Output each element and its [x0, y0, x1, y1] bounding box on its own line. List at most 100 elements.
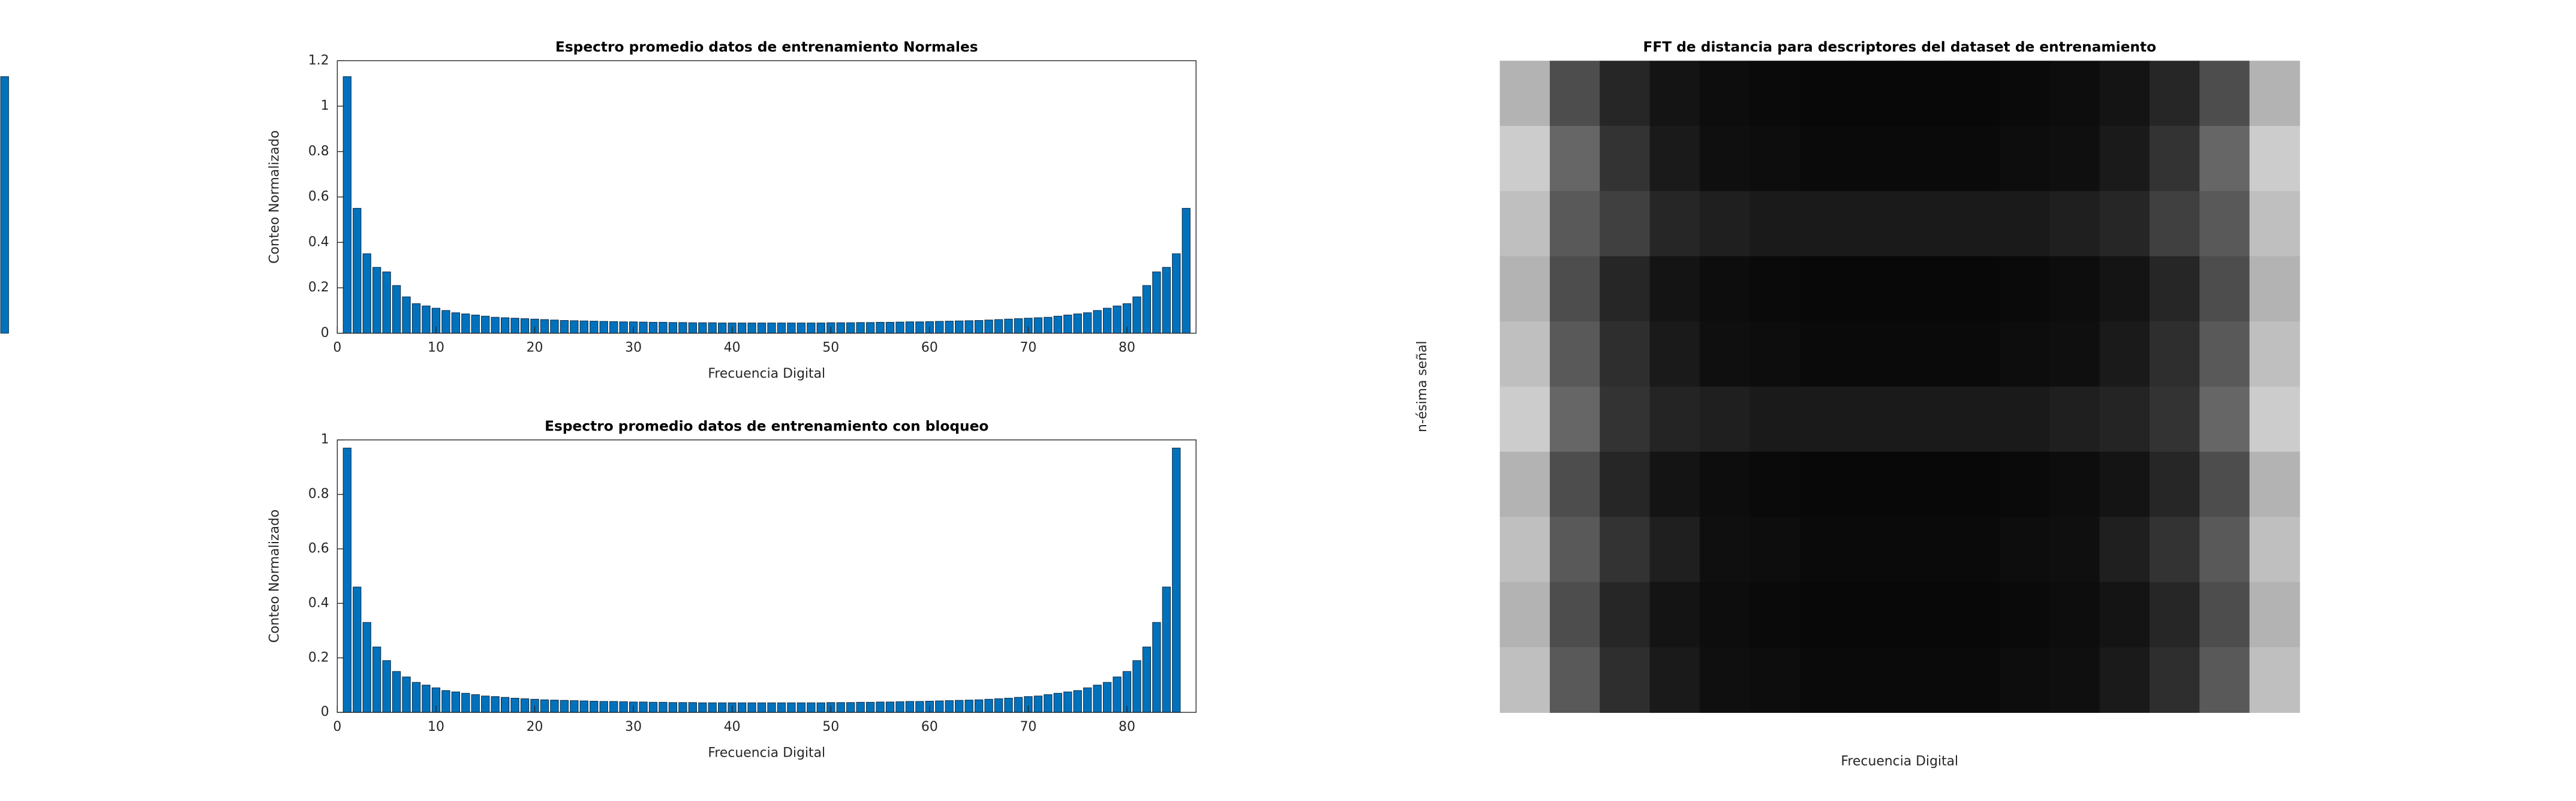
heatmap-cell: [1999, 517, 2051, 583]
bar: [757, 323, 767, 334]
heatmap-cell: [1949, 191, 2000, 257]
heatmap-cell: [1649, 517, 1700, 583]
heatmap-cell: [1799, 61, 1850, 127]
heatmap-cell: [1999, 321, 2051, 387]
bar: [984, 320, 993, 334]
bar: [590, 321, 599, 334]
bar: [1053, 315, 1062, 334]
heatmap-cell: [1949, 451, 2000, 517]
heatmap-cell: [1949, 125, 2000, 192]
heatmap-cell: [1699, 61, 1751, 127]
y-axis-label: Conteo Normalizado: [267, 510, 282, 643]
bar: [520, 318, 530, 334]
heatmap-cell: [1600, 125, 1651, 192]
heatmap-cell: [1799, 647, 1850, 713]
heatmap-cell: [2149, 61, 2201, 127]
bar: [441, 690, 450, 713]
heatmap-cell: [1549, 647, 1601, 713]
x-tick-label: 70: [1020, 719, 1036, 734]
heatmap-cell: [2199, 125, 2250, 192]
heatmap-cell: [1999, 61, 2051, 127]
chart-title: FFT de distancia para descriptores del d…: [1643, 39, 2157, 55]
heatmap-cell: [1649, 386, 1700, 453]
heatmap-cell: [2249, 61, 2300, 127]
heatmap-cell: [1499, 321, 1550, 387]
heatmap-cell: [2099, 451, 2150, 517]
heatmap-cell: [1499, 386, 1550, 453]
heatmap-cell: [1899, 256, 1950, 322]
heatmap-cell: [1600, 191, 1651, 257]
bar: [550, 700, 559, 713]
bar: [609, 321, 618, 334]
bar: [698, 702, 707, 713]
x-axis-label: Frecuencia Digital: [1841, 754, 1958, 769]
heatmap-cell: [1750, 386, 1801, 453]
heatmap-cell: [1699, 125, 1751, 192]
heatmap-cell: [1699, 647, 1751, 713]
heatmap-cell: [1549, 451, 1601, 517]
x-tick-label: 30: [625, 340, 642, 355]
bar: [767, 323, 776, 334]
bar: [994, 698, 1003, 713]
x-tick-label: 50: [822, 719, 839, 734]
heatmap-cell: [1799, 451, 1850, 517]
heatmap-cell: [2149, 125, 2201, 192]
heatmap-cell: [1649, 125, 1700, 192]
heatmap-cell: [1949, 256, 2000, 322]
bar: [411, 303, 421, 334]
bar: [688, 322, 697, 334]
heatmap-cell: [1899, 647, 1950, 713]
heatmap-cell: [1549, 125, 1601, 192]
bar: [915, 701, 924, 713]
bar: [451, 312, 460, 334]
x-tick-label: 10: [428, 340, 444, 355]
heatmap-cell: [1649, 256, 1700, 322]
heatmap-cell: [1799, 191, 1850, 257]
x-tick-label: 20: [527, 340, 543, 355]
bar: [353, 586, 362, 713]
bar: [609, 701, 618, 713]
bar: [1063, 691, 1072, 713]
heatmap-cell: [1949, 647, 2000, 713]
heatmap-cell: [1699, 386, 1751, 453]
heatmap-cell: [2249, 191, 2300, 257]
heatmap-cell: [1849, 582, 1901, 648]
heatmap-cell: [1499, 61, 1550, 127]
heatmap-cell: [1699, 517, 1751, 583]
bar: [1033, 317, 1042, 334]
y-tick-label: 0.2: [308, 280, 329, 295]
bar: [422, 685, 431, 713]
heatmap-cell: [1949, 517, 2000, 583]
heatmap-cell: [2149, 386, 2201, 453]
axes-box: [336, 439, 1197, 713]
bar: [392, 285, 401, 334]
bar: [747, 323, 756, 334]
bar: [619, 701, 628, 713]
heatmap-cell: [1849, 386, 1901, 453]
heatmap-cell: [1949, 386, 2000, 453]
heatmap-cell: [2199, 256, 2250, 322]
bar: [807, 323, 816, 334]
bar: [1014, 318, 1023, 334]
heatmap-cell: [2249, 321, 2300, 387]
heatmap-cell: [2099, 191, 2150, 257]
heatmap-cell: [2099, 256, 2150, 322]
bar: [451, 691, 460, 713]
heatmap-cell: [2099, 517, 2150, 583]
bar: [1172, 447, 1181, 713]
bar: [1073, 690, 1082, 713]
heatmap-cell: [1899, 517, 1950, 583]
y-tick-label: 0.6: [308, 189, 329, 204]
bar: [1044, 317, 1053, 334]
bar: [935, 321, 944, 334]
bar: [945, 321, 954, 334]
heatmap-cell: [2049, 125, 2100, 192]
heatmap-cell: [1799, 517, 1850, 583]
heatmap-cell: [2149, 256, 2201, 322]
heatmap-cell: [1750, 191, 1801, 257]
bar: [856, 322, 865, 334]
y-tick-label: 0.4: [308, 595, 329, 610]
heatmap-cell: [1849, 321, 1901, 387]
x-tick-label: 20: [527, 719, 543, 734]
